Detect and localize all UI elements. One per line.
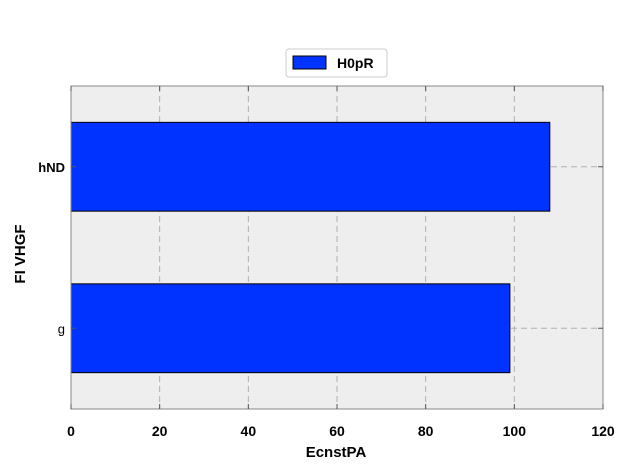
y-category-labels: g hND — [38, 160, 603, 336]
bar-g — [70, 283, 511, 374]
x-tick-label: 20 — [152, 423, 168, 439]
x-axis-title: EcnstPA — [306, 444, 367, 461]
x-tick-label: 60 — [329, 423, 345, 439]
x-tick-label: 100 — [503, 423, 527, 439]
x-tick-label: 80 — [418, 423, 434, 439]
bars — [70, 121, 551, 374]
y-category-label: g — [58, 321, 65, 336]
x-tick-label: 0 — [67, 423, 75, 439]
y-axis-title: FI VHGF — [12, 224, 29, 283]
legend-label: H0pR — [337, 55, 374, 71]
x-tick-label: 40 — [241, 423, 257, 439]
legend: H0pR — [285, 48, 388, 78]
bar-hND — [70, 121, 551, 212]
x-ticks: 0 20 40 60 80 100 120 — [67, 86, 615, 439]
x-tick-label: 120 — [591, 423, 615, 439]
y-category-label: hND — [38, 160, 65, 175]
legend-swatch — [292, 55, 327, 70]
